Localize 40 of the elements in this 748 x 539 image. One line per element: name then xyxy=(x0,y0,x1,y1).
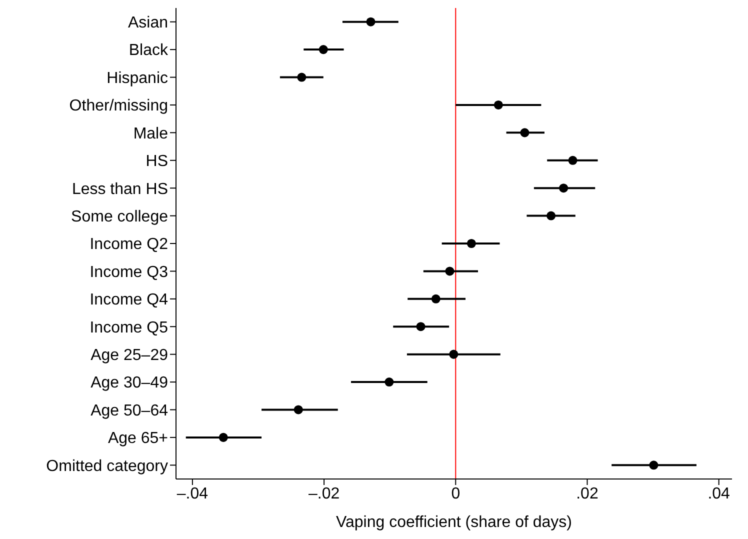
point xyxy=(445,266,454,276)
point xyxy=(649,460,658,470)
point xyxy=(449,350,458,359)
point xyxy=(568,156,578,165)
y-tick-label: Age 65+ xyxy=(108,430,168,448)
y-tick-label: Income Q5 xyxy=(90,319,168,336)
x-tick-label: .02 xyxy=(576,485,598,502)
point xyxy=(520,128,530,138)
y-tick-label: Less than HS xyxy=(72,180,168,198)
point xyxy=(494,100,503,110)
point xyxy=(218,432,228,442)
y-tick-label: Age 25–29 xyxy=(90,347,168,364)
x-tick-label: .04 xyxy=(708,485,730,502)
y-tick-label: HS xyxy=(146,153,168,170)
y-tick-label: Age 30–49 xyxy=(90,374,168,392)
y-tick-label: Asian xyxy=(128,14,168,32)
point xyxy=(294,405,303,414)
point xyxy=(466,238,476,248)
point xyxy=(559,184,568,193)
point xyxy=(384,378,394,387)
y-tick-label: Some college xyxy=(71,208,168,226)
y-tick-label: Omitted category xyxy=(46,458,168,475)
y-tick-label: Other/missing xyxy=(69,98,168,115)
point xyxy=(318,45,328,54)
x-tick-label: –.04 xyxy=(176,485,208,502)
x-axis-title: Vaping coefficient (share of days) xyxy=(336,514,572,531)
y-tick-label: Black xyxy=(128,42,169,60)
y-tick-label: Male xyxy=(133,125,168,142)
x-tick-label: –.02 xyxy=(308,485,340,502)
point xyxy=(431,294,440,304)
point xyxy=(366,17,376,26)
point xyxy=(416,322,426,332)
y-tick-label: Age 50–64 xyxy=(90,402,168,420)
y-tick-label: Income Q2 xyxy=(90,236,168,254)
point xyxy=(297,72,306,82)
y-tick-label: Hispanic xyxy=(106,70,168,87)
y-tick-label: Income Q4 xyxy=(90,292,168,309)
point xyxy=(546,211,556,220)
x-tick-label: 0 xyxy=(451,485,460,502)
y-tick-label: Income Q3 xyxy=(90,264,168,281)
